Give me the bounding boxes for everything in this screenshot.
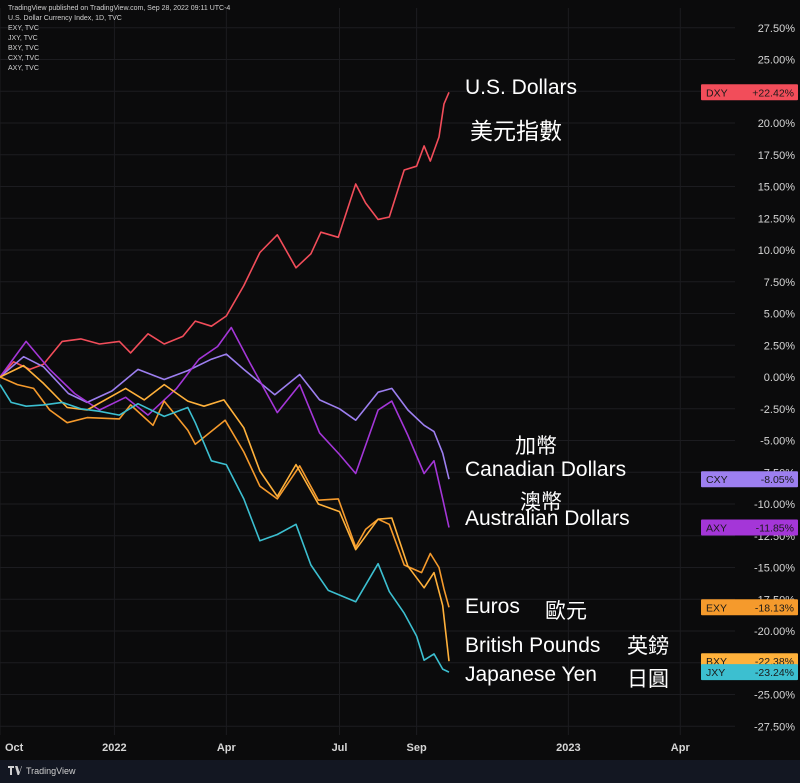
value-badge-symbol: JXY (706, 667, 725, 679)
legend-line-cxy: CXY, TVC (8, 55, 40, 62)
x-tick-label: Oct (5, 742, 24, 754)
value-badge-dxy: DXY +22.42% (701, 84, 798, 101)
y-tick-label: 17.50% (758, 150, 796, 162)
value-badge-value: -18.13% (755, 602, 794, 614)
y-tick-label: 0.00% (764, 372, 795, 384)
y-tick-label: -25.00% (754, 690, 795, 702)
value-badge-value: -23.24% (755, 667, 794, 679)
footer-brand: TradingView (26, 766, 76, 776)
y-tick-label: -15.00% (754, 563, 795, 575)
y-tick-label: 10.00% (758, 245, 796, 257)
annotation-jpy-zh: 日圓 (627, 668, 669, 691)
x-axis: Oct 2022 Apr Jul Sep 2023 Apr (5, 742, 690, 754)
y-tick-label: 15.00% (758, 182, 796, 194)
annotation-eur-zh: 歐元 (545, 600, 587, 623)
publisher-line: TradingView published on TradingView.com… (8, 5, 231, 12)
value-badge-symbol: CXY (706, 474, 728, 486)
legend-line-jxy: JXY, TVC (8, 35, 38, 42)
y-tick-label: -20.00% (754, 626, 795, 638)
value-badge-value: +22.42% (752, 87, 794, 99)
footer-bar: TradingView (0, 760, 800, 783)
annotation-aud-zh: 澳幣 (520, 491, 562, 514)
annotation-aud-en: Australian Dollars (465, 507, 630, 530)
series-line-jxy (0, 384, 450, 673)
x-tick-label: Apr (217, 742, 237, 754)
annotation-cad-en: Canadian Dollars (465, 458, 627, 481)
series-layer (0, 91, 450, 673)
y-tick-label: -5.00% (760, 436, 795, 448)
y-axis: 27.50%25.00%22.50%20.00%17.50%15.00%12.5… (735, 0, 800, 760)
value-badge-symbol: DXY (706, 87, 728, 99)
y-tick-label: -10.00% (754, 499, 795, 511)
y-tick-label: 12.50% (758, 213, 796, 225)
y-tick-label: 5.00% (764, 309, 795, 321)
y-axis-panel (735, 0, 800, 760)
legend-line-axy: AXY, TVC (8, 65, 39, 72)
y-tick-label: 2.50% (764, 340, 795, 352)
annotation-usd-en: U.S. Dollars (465, 76, 578, 99)
y-tick-label: 20.00% (758, 118, 796, 130)
y-tick-label: 25.00% (758, 55, 796, 67)
value-badge-axy: AXY -11.85% (701, 519, 798, 536)
x-tick-label: Apr (671, 742, 691, 754)
x-tick-label: Jul (332, 742, 348, 754)
value-badge-value: -11.85% (756, 522, 794, 534)
x-tick-label: Sep (407, 742, 427, 754)
annotation-eur-en: Euros (465, 595, 520, 618)
value-badge-value: -8.05% (761, 474, 794, 486)
series-line-axy (0, 326, 450, 528)
y-tick-label: -27.50% (754, 721, 795, 733)
tradingview-logo-icon (8, 766, 22, 775)
x-tick-label: 2022 (102, 742, 126, 754)
chart-title: U.S. Dollar Currency Index, 1D, TVC (8, 15, 122, 22)
value-badge-bg (701, 664, 798, 681)
y-tick-label: 27.50% (758, 23, 796, 35)
y-tick-label: -2.50% (760, 404, 795, 416)
value-badge-bg (701, 519, 798, 536)
series-line-dxy (0, 91, 450, 378)
value-badges: DXY +22.42%CXY -8.05%AXY -11.85%EXY -18.13%B… (701, 84, 798, 681)
value-badge-bg (701, 599, 798, 616)
value-badge-symbol: EXY (706, 602, 727, 614)
series-line-exy (0, 376, 450, 608)
annotation-jpy-en: Japanese Yen (465, 663, 597, 686)
grid-lines (0, 8, 735, 735)
y-tick-label: 7.50% (764, 277, 795, 289)
annotation-gbp-en: British Pounds (465, 634, 601, 657)
legend-line-exy: EXY, TVC (8, 25, 39, 32)
annotation-usd-zh: 美元指數 (470, 118, 562, 144)
x-tick-label: 2023 (556, 742, 580, 754)
value-badge-jxy: JXY -23.24% (701, 664, 798, 681)
value-badge-cxy: CXY -8.05% (701, 471, 798, 488)
value-badge-exy: EXY -18.13% (701, 599, 798, 616)
annotation-cad-zh: 加幣 (515, 435, 557, 458)
value-badge-bg (701, 84, 798, 101)
annotation-gbp-zh: 英鎊 (627, 635, 669, 658)
value-badge-bg (701, 471, 798, 488)
series-line-bxy (0, 364, 450, 662)
series-line-cxy (0, 353, 450, 480)
value-badge-symbol: AXY (706, 522, 727, 534)
chart-header: TradingView published on TradingView.com… (8, 4, 230, 74)
legend-line-bxy: BXY, TVC (8, 45, 39, 52)
